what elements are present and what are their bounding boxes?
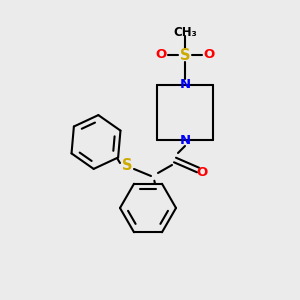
Text: O: O (196, 166, 208, 178)
Text: S: S (122, 158, 132, 173)
Text: N: N (179, 79, 191, 92)
Text: CH₃: CH₃ (173, 26, 197, 38)
Text: O: O (155, 49, 167, 62)
Text: S: S (180, 47, 190, 62)
Text: N: N (179, 134, 191, 146)
Text: O: O (203, 49, 214, 62)
